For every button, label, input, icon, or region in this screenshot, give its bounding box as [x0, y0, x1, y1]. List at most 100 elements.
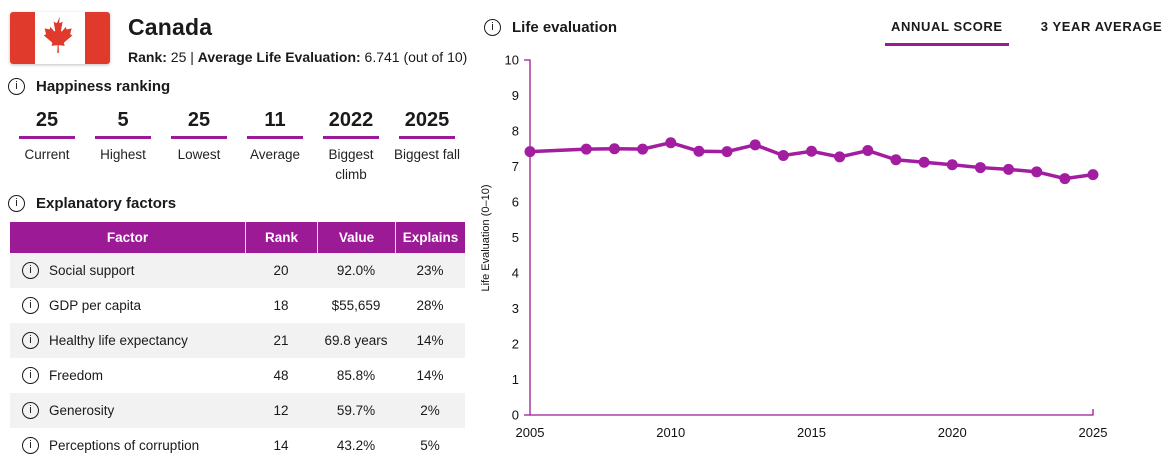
data-point[interactable] — [946, 159, 958, 171]
data-point[interactable] — [974, 162, 986, 174]
data-point[interactable] — [749, 139, 761, 151]
y-tick-label: 10 — [505, 53, 519, 68]
explanatory-factors-title: Explanatory factors — [36, 195, 177, 212]
x-tick-label: 2025 — [1079, 425, 1108, 440]
info-icon[interactable]: i — [22, 402, 39, 419]
table-row: i Generosity 12 59.7% 2% — [10, 393, 465, 428]
data-point[interactable] — [918, 156, 930, 168]
stat-underline — [247, 136, 303, 139]
info-icon[interactable]: i — [22, 297, 39, 314]
data-point[interactable] — [1087, 169, 1099, 181]
info-icon[interactable]: i — [484, 19, 501, 36]
factor-name: GDP per capita — [49, 298, 142, 313]
factor-name: Social support — [49, 263, 135, 278]
data-point[interactable] — [524, 146, 536, 158]
happiness-ranking-title: Happiness ranking — [36, 78, 171, 95]
chart-tabs: ANNUAL SCORE 3 YEAR AVERAGE — [885, 17, 1168, 46]
x-axis — [530, 409, 1094, 416]
info-icon[interactable]: i — [22, 437, 39, 454]
x-tick-label: 2020 — [938, 425, 967, 440]
x-tick-label: 2015 — [797, 425, 826, 440]
table-header-row: Factor Rank Value Explains — [10, 222, 465, 253]
y-tick-label: 1 — [512, 372, 519, 387]
column-header-explains: Explains — [395, 222, 465, 253]
info-icon[interactable]: i — [22, 262, 39, 279]
factor-value: 92.0% — [336, 263, 376, 278]
data-point[interactable] — [1059, 173, 1071, 185]
data-point[interactable] — [890, 154, 902, 166]
data-point[interactable] — [1031, 166, 1043, 178]
y-tick-label: 0 — [512, 408, 519, 423]
y-tick-label: 9 — [512, 88, 519, 103]
factor-name: Perceptions of corruption — [49, 438, 200, 453]
data-point[interactable] — [834, 151, 846, 163]
stat-label: Current — [24, 147, 70, 162]
data-point[interactable] — [862, 145, 874, 157]
table-row: i Healthy life expectancy 21 69.8 years … — [10, 323, 465, 358]
factor-value: 69.8 years — [324, 333, 388, 348]
data-point[interactable] — [608, 143, 620, 155]
y-tick-label: 7 — [512, 159, 519, 174]
factor-value: 43.2% — [336, 438, 376, 453]
info-icon[interactable]: i — [8, 78, 25, 95]
factor-name: Healthy life expectancy — [49, 333, 188, 348]
info-icon[interactable]: i — [22, 332, 39, 349]
tab-3-year-average[interactable]: 3 YEAR AVERAGE — [1040, 19, 1163, 34]
stat-value: 25 — [187, 109, 211, 131]
rank-label: Rank: — [128, 49, 167, 65]
stat-underline — [399, 136, 455, 139]
data-point[interactable] — [580, 143, 592, 155]
stat-value: 2025 — [404, 109, 450, 131]
life-evaluation-chart: 0 1 2 3 4 5 6 7 8 9 10 2005 2010 2015 2020 2025 Life Eva… — [480, 53, 1108, 441]
stat-biggest-climb: 2022 Biggest climb — [313, 109, 389, 185]
data-point[interactable] — [637, 143, 649, 155]
factor-explains: 5% — [420, 438, 440, 453]
info-icon[interactable]: i — [8, 195, 25, 212]
column-header-value: Value — [317, 222, 395, 253]
y-tick-label: 2 — [512, 337, 519, 352]
page-title: Canada — [128, 14, 213, 40]
data-point[interactable] — [1003, 163, 1015, 175]
factor-rank: 18 — [273, 298, 289, 313]
stat-value: 25 — [35, 109, 59, 131]
factor-explains: 28% — [416, 298, 444, 313]
table-row: i Freedom 48 85.8% 14% — [10, 358, 465, 393]
stat-label: Biggest climb — [328, 147, 374, 182]
tab-annual-score[interactable]: ANNUAL SCORE — [885, 17, 1009, 46]
column-header-factor: Factor — [106, 230, 149, 245]
y-tick-label: 8 — [512, 124, 519, 139]
stat-value: 11 — [264, 109, 286, 131]
factor-explains: 14% — [416, 368, 444, 383]
y-tick-label: 6 — [512, 195, 519, 210]
column-header-rank: Rank — [245, 222, 317, 253]
stat-lowest: 25 Lowest — [161, 109, 237, 185]
factor-rank: 20 — [273, 263, 289, 278]
maple-leaf-icon — [43, 16, 73, 53]
x-tick-label: 2010 — [656, 425, 685, 440]
data-point[interactable] — [665, 137, 677, 149]
data-point[interactable] — [721, 146, 733, 158]
data-point[interactable] — [806, 145, 817, 157]
stat-label: Highest — [100, 147, 146, 162]
rank-value: 25 — [170, 49, 187, 65]
stat-biggest-fall: 2025 Biggest fall — [389, 109, 465, 185]
canada-flag-graphic — [10, 12, 110, 64]
subtitle-divider: | — [190, 49, 194, 65]
stat-current: 25 Current — [9, 109, 85, 185]
y-axis — [524, 59, 531, 416]
y-tick-label: 4 — [512, 266, 519, 281]
data-point[interactable] — [693, 145, 705, 157]
data-point[interactable] — [777, 149, 789, 161]
y-axis-title: Life Evaluation (0–10) — [480, 184, 492, 291]
stat-underline — [95, 136, 151, 139]
info-icon[interactable]: i — [22, 367, 39, 384]
factor-explains: 23% — [416, 263, 444, 278]
stat-label: Lowest — [177, 147, 221, 162]
factor-value: $55,659 — [331, 298, 381, 313]
y-tick-label: 5 — [512, 230, 519, 245]
canada-flag — [10, 12, 110, 64]
table-row: i Social support 20 92.0% 23% — [10, 253, 465, 288]
stat-underline — [323, 136, 379, 139]
factor-rank: 14 — [273, 438, 289, 453]
stat-average: 11 Average — [237, 109, 313, 185]
